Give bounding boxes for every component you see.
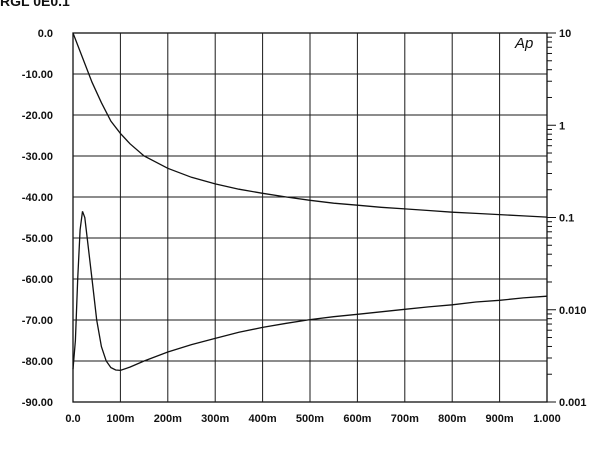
y2-tick-label: 1	[559, 120, 565, 132]
y-tick-label: -90.00	[22, 397, 53, 409]
x-tick-label: 500m	[296, 413, 324, 425]
x-axis-ticks: 0.0 100m 200m 300m 400m 500m 600m 700m 800m 900m 1…	[65, 413, 560, 425]
x-tick-label: 800m	[438, 413, 466, 425]
y2-tick-label: 0.001	[559, 397, 587, 409]
x-tick-label: 1.000	[533, 413, 561, 425]
x-tick-label: 700m	[391, 413, 419, 425]
y2-tick-label: 10	[559, 28, 571, 40]
ap-logo: Ap	[514, 35, 533, 52]
series-2-line	[72, 211, 548, 372]
x-tick-label: 100m	[106, 413, 134, 425]
y-tick-label: -70.00	[22, 315, 53, 327]
x-tick-label: 400m	[249, 413, 277, 425]
y-tick-label: 0.0	[38, 28, 53, 40]
y-axis-ticks: 0.0 -10.00 -20.00 -30.00 -40.00 -50.00 -60.00 -…	[22, 28, 53, 409]
x-tick-label: 600m	[343, 413, 371, 425]
y-tick-label: -80.00	[22, 356, 53, 368]
y2-tick-label: 0.010	[559, 305, 587, 317]
y-tick-label: -30.00	[22, 151, 53, 163]
x-tick-label: 300m	[201, 413, 229, 425]
grid-lines	[73, 33, 547, 402]
x-tick-label: 900m	[486, 413, 514, 425]
header-title: RGL 0E0.1	[0, 0, 70, 9]
y-tick-label: -40.00	[22, 192, 53, 204]
y2-tick-label: 0.1	[559, 213, 574, 225]
y-tick-label: -20.00	[22, 110, 53, 122]
y-tick-label: -60.00	[22, 274, 53, 286]
x-tick-label: 0.0	[65, 413, 80, 425]
series-1-line	[72, 32, 548, 218]
x-tick-label: 200m	[154, 413, 182, 425]
series-group	[72, 32, 548, 372]
y-tick-label: -10.00	[22, 69, 53, 81]
y-tick-label: -50.00	[22, 233, 53, 245]
y2-axis-ticks: 10 1 0.1 0.010 0.001	[547, 28, 587, 409]
